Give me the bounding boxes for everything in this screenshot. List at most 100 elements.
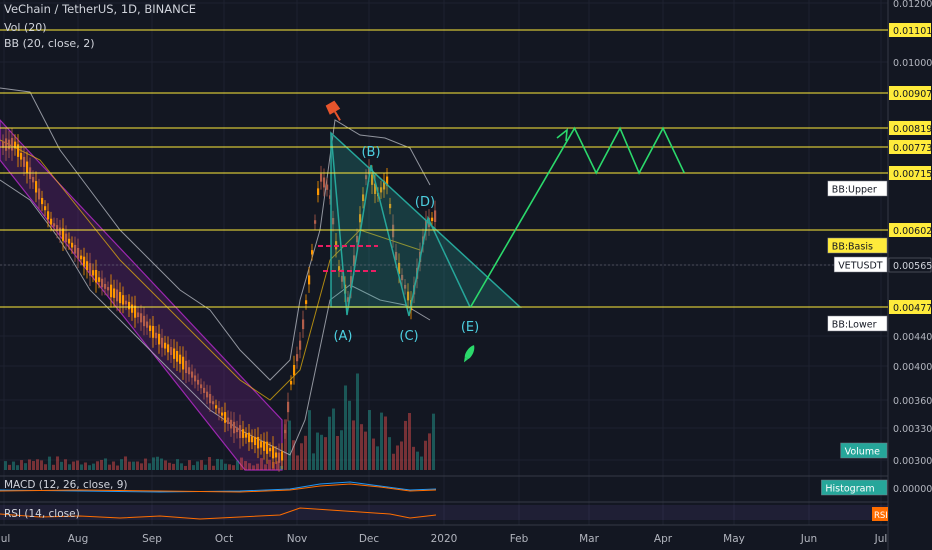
volume-bar xyxy=(368,410,371,470)
rocket-flame xyxy=(464,357,469,363)
volume-bar xyxy=(148,463,151,470)
candle-body xyxy=(347,297,350,302)
volume-bar xyxy=(408,412,411,470)
volume-bar xyxy=(184,465,187,470)
rsi-band xyxy=(0,505,888,520)
candle-body xyxy=(191,371,194,378)
volume-bar xyxy=(428,433,431,470)
candle-body xyxy=(92,270,95,276)
vol-indicator-label[interactable]: Vol (20) xyxy=(4,21,47,34)
candle-body xyxy=(239,425,242,439)
candle-body xyxy=(287,401,290,413)
candle-body xyxy=(254,436,257,446)
candle-body xyxy=(161,337,164,348)
candle-body xyxy=(179,354,182,364)
volume-bar xyxy=(116,465,119,470)
volume-bar xyxy=(360,424,363,470)
bb-indicator-label[interactable]: BB (20, close, 2) xyxy=(4,37,95,50)
candle-body xyxy=(227,417,230,424)
volume-bar xyxy=(272,461,275,470)
candle-body xyxy=(389,203,392,209)
volume-bars xyxy=(4,373,435,470)
candle-body xyxy=(110,284,113,298)
volume-bar xyxy=(300,443,303,470)
candle-body xyxy=(281,451,284,461)
candle-body xyxy=(317,188,320,196)
volume-bar xyxy=(48,456,51,470)
candle-body xyxy=(302,319,305,330)
time-axis-label: May xyxy=(723,533,745,545)
candle-body xyxy=(26,161,29,174)
candle-body xyxy=(47,211,50,220)
candle-body xyxy=(32,176,35,183)
candle-body xyxy=(326,184,329,190)
candle-body xyxy=(431,217,434,222)
candle-body xyxy=(119,292,122,304)
candle-body xyxy=(401,274,404,281)
volume-bar xyxy=(260,458,263,470)
candle-body xyxy=(266,441,269,454)
bb-lower-tag-text: BB:Lower xyxy=(832,320,877,331)
volume-bar xyxy=(172,463,175,470)
volume-bar xyxy=(280,465,283,470)
rsi-badge xyxy=(872,507,888,521)
candle-body xyxy=(215,405,218,409)
candle-body xyxy=(362,194,365,202)
rsi-indicator-label[interactable]: RSI (14, close) xyxy=(4,508,80,520)
macd-indicator-label[interactable]: MACD (12, 26, close, 9) xyxy=(4,479,128,491)
volume-bar xyxy=(156,456,159,470)
candle-body xyxy=(158,333,161,345)
price-level-badge xyxy=(889,300,931,314)
volume-bar xyxy=(12,461,15,470)
volume-bar xyxy=(44,464,47,470)
candle-body xyxy=(131,304,134,313)
candle-body xyxy=(359,214,362,223)
candle-body xyxy=(68,238,71,244)
rsi-badge-text: RSI xyxy=(874,511,888,521)
volume-bar xyxy=(32,461,35,470)
candle-body xyxy=(269,447,272,452)
candle-body xyxy=(398,262,401,274)
volume-bar xyxy=(200,460,203,470)
volume-bar xyxy=(252,465,255,470)
time-axis-label: 2020 xyxy=(431,533,458,545)
rocket-body xyxy=(464,345,475,360)
volume-bar xyxy=(240,457,243,470)
candle-body xyxy=(56,225,59,232)
projection-path xyxy=(469,126,686,308)
candle-body xyxy=(200,384,203,389)
wave-label: (D) xyxy=(415,195,435,210)
bb-upper-tag xyxy=(827,180,888,197)
candle-body xyxy=(167,344,170,353)
volume-bar xyxy=(76,460,79,470)
time-axis-label: Jul xyxy=(874,533,888,545)
candle-body xyxy=(8,139,11,150)
volume-bar xyxy=(236,460,239,470)
volume-bar xyxy=(160,458,163,470)
volume-bar xyxy=(188,460,191,470)
candle-body xyxy=(236,427,239,433)
volume-bar xyxy=(320,434,323,470)
candle-body xyxy=(188,367,191,375)
volume-bar xyxy=(372,438,375,470)
price-level-badge xyxy=(889,121,931,135)
bb-upper-line xyxy=(0,87,431,381)
rocket-icon xyxy=(464,345,475,363)
bb-basis-tag xyxy=(827,237,888,254)
candle-body xyxy=(53,223,56,227)
candle-body xyxy=(137,312,140,318)
candle-body xyxy=(296,354,299,362)
volume-bar xyxy=(24,463,27,470)
candle-body xyxy=(107,287,110,291)
price-level-badge xyxy=(889,23,931,37)
candle-body xyxy=(170,347,173,355)
macd-value-label: 0.000000 xyxy=(893,484,932,495)
time-axis-label: Mar xyxy=(579,533,599,545)
price-level-badge xyxy=(889,140,931,154)
volume-bar xyxy=(144,458,147,470)
volume-bar xyxy=(388,437,391,470)
